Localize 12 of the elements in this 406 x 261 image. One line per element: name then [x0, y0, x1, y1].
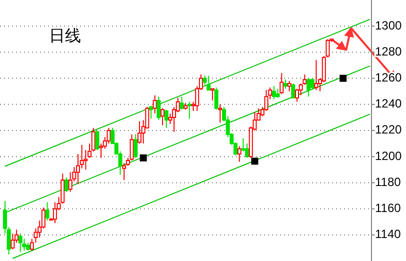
- point: [251, 158, 258, 165]
- y-tick-label: 1240: [375, 96, 402, 111]
- point: [140, 154, 147, 162]
- y-tick-label: 1280: [375, 44, 402, 58]
- y-tick-label: 1220: [375, 122, 402, 137]
- y-tick-label: 1180: [375, 174, 402, 189]
- y-tick-label: 1160: [375, 200, 402, 215]
- y-tick-label: 1200: [375, 148, 402, 163]
- y-tick-label: 1140: [375, 227, 402, 242]
- text: 日线: [49, 27, 81, 46]
- y-tick-label: 1300: [375, 18, 402, 32]
- point: [340, 74, 347, 82]
